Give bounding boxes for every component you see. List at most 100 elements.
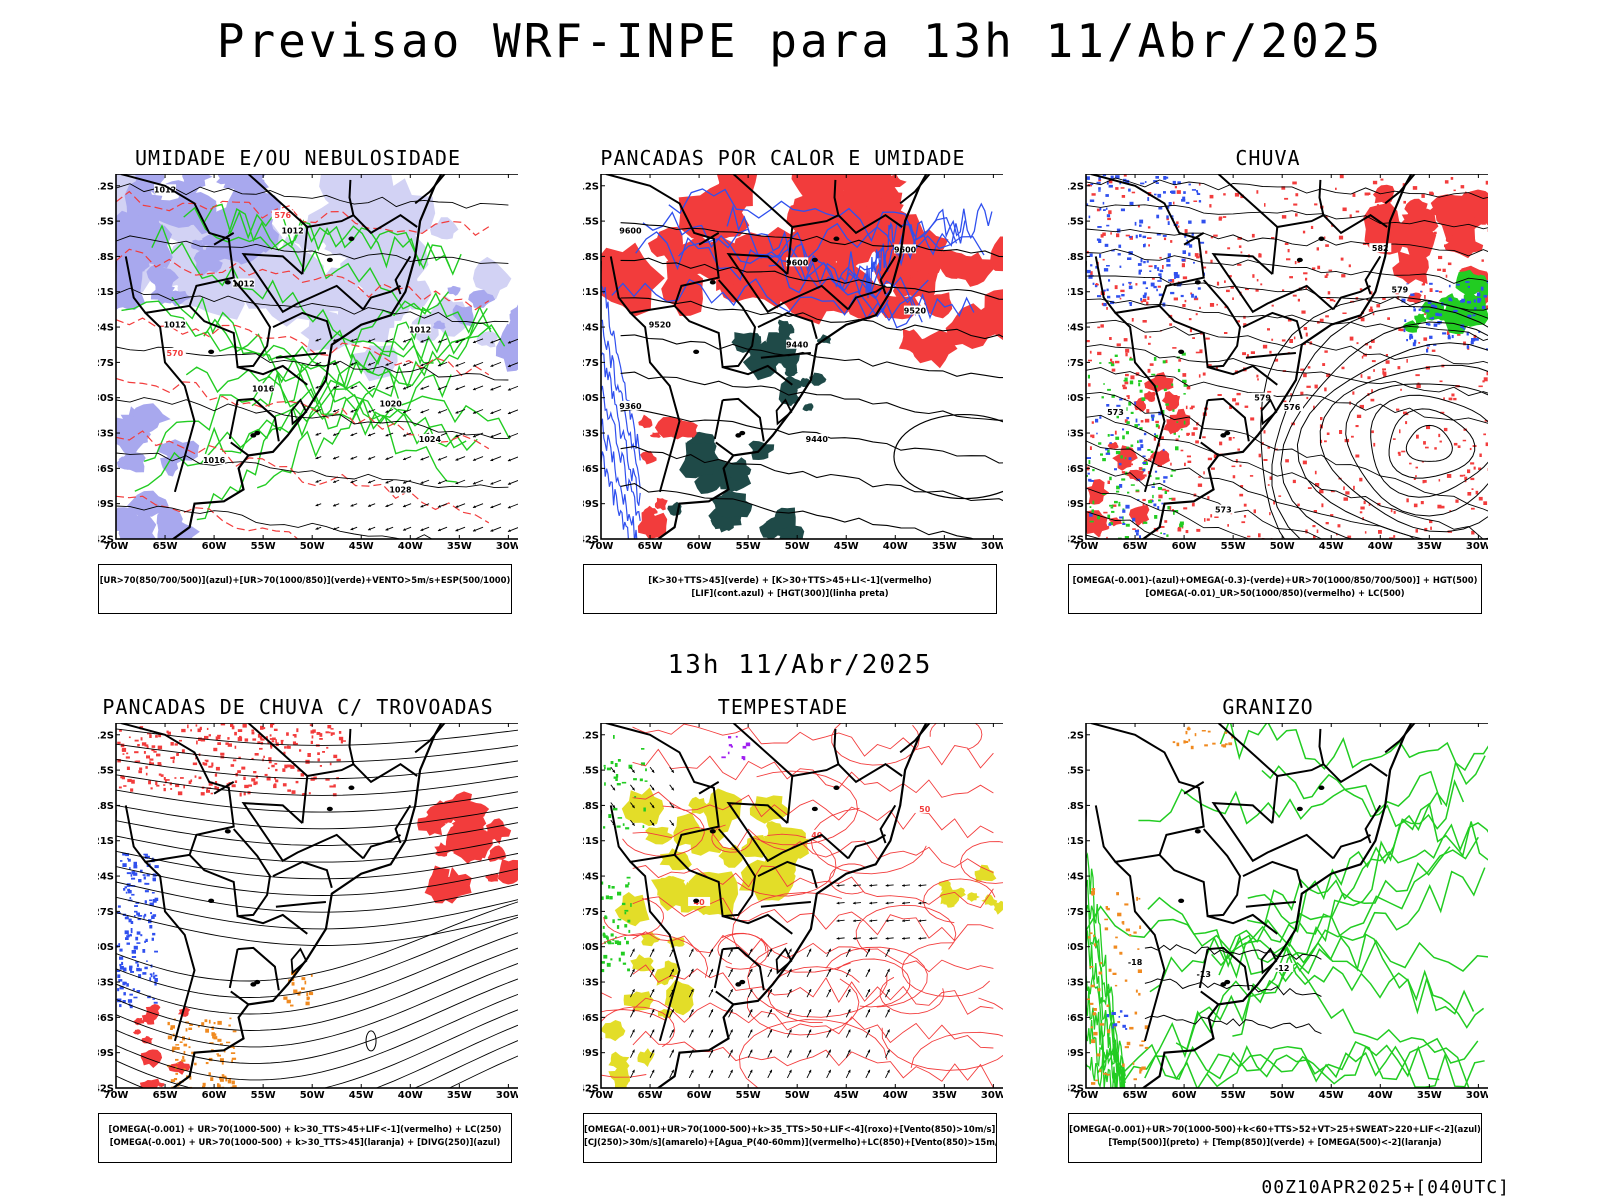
lon-tick-label: 30W	[496, 541, 518, 549]
lon-tick-label: 65W	[638, 1090, 663, 1098]
contour-label: 1012	[409, 325, 431, 334]
lon-tick-label: 70W	[1074, 541, 1099, 549]
contour-label: 576	[274, 211, 291, 220]
contour-label: 579	[1254, 394, 1271, 403]
map-canvas: 582 579 579 576 573 573 12S 15S 18S 21S 24S 27S 30S 3…	[1068, 174, 1488, 549]
contour-label: 40	[811, 831, 823, 840]
lat-tick-label: 15S	[98, 766, 114, 777]
contour-label: 9600	[619, 227, 642, 236]
map-chuva: 582 579 579 576 573 573 12S 15S 18S 21S 24S 27S 30S 3…	[1068, 174, 1488, 549]
lon-tick-label: 45W	[834, 541, 859, 549]
lat-tick-label: 21S	[583, 836, 599, 847]
lat-tick-label: 27S	[1068, 358, 1084, 369]
lat-tick-label: 12S	[1068, 181, 1084, 192]
contour-label: 50	[919, 805, 931, 814]
lon-tick-label: 45W	[349, 1090, 374, 1098]
map-tempestade: 40 40 50 12S 15S 18S 21S 24S 27S 30S 33S 36S 39S 42S7…	[583, 723, 1003, 1098]
map-layers	[116, 723, 518, 1088]
lat-tick-label: 33S	[583, 978, 599, 989]
lat-tick-label: 18S	[98, 801, 114, 812]
map-layers: -18 -13 -12	[1086, 723, 1488, 1088]
lat-tick-label: 12S	[98, 181, 114, 192]
map-pancadas-trovoadas: 12S 15S 18S 21S 24S 27S 30S 33S 36S 39S 42S70W 65W 6…	[98, 723, 518, 1098]
lat-tick-label: 18S	[1068, 252, 1084, 263]
mid-title: 13h 11/Abr/2025	[667, 650, 933, 680]
lon-tick-label: 40W	[398, 1090, 423, 1098]
contour-label: 9520	[649, 321, 672, 330]
panel-title: PANCADAS POR CALOR E UMIDADE	[600, 146, 966, 170]
lon-tick-label: 35W	[1417, 541, 1442, 549]
map-canvas: 40 40 50 12S 15S 18S 21S 24S 27S 30S 33S 36S 39S 42S7…	[583, 723, 1003, 1098]
contour-label: 570	[167, 349, 184, 358]
lat-tick-label: 30S	[583, 942, 599, 953]
map-layers: 582 579 579 576 573 573	[1086, 174, 1488, 539]
lat-tick-label: 39S	[1068, 499, 1084, 510]
panel-chuva: CHUVA 582 579 579 576 573 573 12S 15S 18S 21S 24S 2…	[1048, 146, 1508, 646]
lon-tick-label: 60W	[687, 541, 712, 549]
lat-tick-label: 39S	[583, 1048, 599, 1059]
lon-tick-label: 30W	[981, 541, 1003, 549]
lon-tick-label: 35W	[447, 1090, 472, 1098]
lon-tick-label: 55W	[251, 1090, 276, 1098]
lat-tick-label: 30S	[1068, 942, 1084, 953]
map-canvas: 1012 1012 1012 1012 1012 1016 1016 1020 1024 1028…	[98, 174, 518, 549]
lon-tick-label: 70W	[104, 1090, 129, 1098]
lon-tick-label: 45W	[1319, 541, 1344, 549]
lon-tick-label: 60W	[687, 1090, 712, 1098]
lat-tick-label: 15S	[1068, 217, 1084, 228]
lat-tick-label: 12S	[1068, 730, 1084, 741]
contour-label: 40	[694, 898, 706, 907]
panel-title: GRANIZO	[1222, 695, 1314, 719]
lat-tick-label: 39S	[98, 499, 114, 510]
lon-tick-label: 30W	[1466, 1090, 1488, 1098]
contour-label: 1020	[380, 400, 403, 409]
lon-tick-label: 30W	[496, 1090, 518, 1098]
lat-tick-label: 36S	[583, 1013, 599, 1024]
legend-line: [Temp(500)](preto) + [Temp(850)](verde) …	[1108, 1137, 1442, 1147]
lat-tick-label: 30S	[98, 942, 114, 953]
lat-tick-label: 21S	[1068, 836, 1084, 847]
panel-granizo: GRANIZO -18 -13 -12 12S 15S 18S 21S 24S 27S 30S 33…	[1048, 695, 1508, 1195]
legend-box: [UR>70(850/700/500)](azul)+[UR>70(1000/8…	[98, 564, 512, 614]
map-canvas: 9600 9600 9600 9520 9520 9440 9440 9360 12S 15S 18…	[583, 174, 1003, 549]
panel-umidade: UMIDADE E/OU NEBULOSIDADE 1012 1012 1012 10…	[78, 146, 538, 646]
lon-tick-label: 70W	[589, 541, 614, 549]
lon-tick-label: 65W	[1123, 541, 1148, 549]
legend-line: [CJ(250)>30m/s](amarelo)+[Agua_P(40-60mm…	[584, 1137, 996, 1147]
lat-tick-label: 24S	[583, 872, 599, 883]
legend-box: [OMEGA(-0.001)+UR>70(1000-500)+k>35_TTS>…	[583, 1113, 997, 1163]
lat-tick-label: 39S	[1068, 1048, 1084, 1059]
panel-title: PANCADAS DE CHUVA C/ TROVOADAS	[102, 695, 494, 719]
legend-box: [OMEGA(-0.001)-(azul)+OMEGA(-0.3)-(verde…	[1068, 564, 1482, 614]
map-umidade: 1012 1012 1012 1012 1012 1016 1016 1020 1024 1028…	[98, 174, 518, 549]
contour-label: 1024	[419, 435, 442, 444]
lat-tick-label: 33S	[583, 429, 599, 440]
lat-tick-label: 27S	[583, 358, 599, 369]
lat-tick-label: 42S	[1068, 535, 1084, 546]
main-title: Previsao WRF-INPE para 13h 11/Abr/2025	[216, 14, 1384, 68]
legend-line: [OMEGA(-0.001) + UR>70(1000-500) + k>30_…	[109, 1137, 501, 1147]
lon-tick-label: 55W	[251, 541, 276, 549]
panel-title: CHUVA	[1235, 146, 1301, 170]
lat-tick-label: 27S	[1068, 907, 1084, 918]
contour-label: 9440	[806, 435, 829, 444]
lat-tick-label: 21S	[98, 836, 114, 847]
lat-tick-label: 24S	[98, 872, 114, 883]
lat-tick-label: 30S	[583, 393, 599, 404]
map-canvas: 12S 15S 18S 21S 24S 27S 30S 33S 36S 39S 42S70W 65W 6…	[98, 723, 518, 1098]
lon-tick-label: 35W	[932, 1090, 957, 1098]
lon-tick-label: 55W	[736, 1090, 761, 1098]
lon-tick-label: 50W	[1270, 541, 1295, 549]
contour-label: 1028	[389, 486, 412, 495]
lon-tick-label: 40W	[883, 541, 908, 549]
contour-label: 579	[1392, 285, 1409, 294]
lat-tick-label: 15S	[583, 217, 599, 228]
lat-tick-label: 33S	[1068, 429, 1084, 440]
map-pancadas-calor: 9600 9600 9600 9520 9520 9440 9440 9360 12S 15S 18…	[583, 174, 1003, 549]
lat-tick-label: 18S	[98, 252, 114, 263]
lon-tick-label: 35W	[447, 541, 472, 549]
lat-tick-label: 21S	[98, 287, 114, 298]
lon-tick-label: 60W	[202, 1090, 227, 1098]
lon-tick-label: 45W	[834, 1090, 859, 1098]
lat-tick-label: 39S	[98, 1048, 114, 1059]
